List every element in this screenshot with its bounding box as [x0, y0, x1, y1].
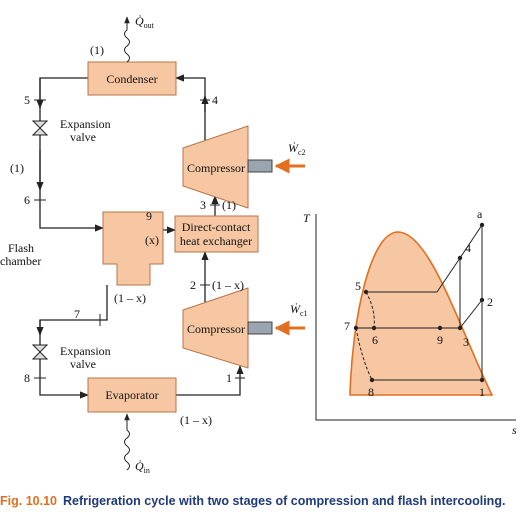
- valve-label: Expansion: [60, 117, 111, 131]
- heat-in-arrow: [124, 413, 130, 471]
- point-label: 7: [344, 319, 350, 333]
- heat-in-label: Q̇in: [135, 459, 150, 475]
- text-part: c1: [300, 309, 308, 318]
- valve-label: valve: [70, 130, 96, 144]
- text-part: c2: [298, 148, 306, 157]
- state-label: 9: [146, 209, 152, 223]
- flow-label: (1): [90, 43, 104, 57]
- compressor-label: Compressor: [187, 161, 245, 175]
- flash-chamber: [102, 211, 164, 286]
- text-part: Fig. 10.10: [0, 494, 57, 508]
- point-label: 6: [372, 333, 378, 347]
- state-label: 5: [24, 93, 30, 107]
- flow-label: (x): [145, 233, 159, 247]
- flow-label: (1 – x): [212, 278, 244, 292]
- point-label: a: [477, 207, 483, 221]
- condenser-label: Condenser: [106, 72, 157, 86]
- flash-label: chamber: [0, 254, 41, 268]
- point-label: 3: [463, 335, 469, 349]
- compressor: [182, 125, 249, 209]
- heat-out-label: Q̇out: [135, 14, 155, 30]
- axis-label: T: [303, 211, 311, 225]
- state-label: 3: [200, 198, 206, 212]
- point-label: 4: [465, 241, 471, 255]
- text-part: Ẇ: [290, 301, 301, 316]
- shaft: [247, 321, 273, 335]
- state-label: 1: [226, 371, 232, 385]
- work-label: Ẇc2: [288, 140, 306, 157]
- valve-label: Expansion: [60, 344, 111, 358]
- compressor-label: Compressor: [187, 322, 245, 336]
- condenser: [87, 61, 177, 96]
- flow-label: (1): [222, 198, 236, 212]
- flash-label: Flash: [8, 241, 34, 255]
- expansion-valve: [31, 120, 49, 136]
- text-part: Q̇: [135, 459, 144, 473]
- state-label: 7: [74, 307, 80, 321]
- work-label: Ẇc1: [290, 301, 308, 318]
- text-part: out: [144, 21, 155, 30]
- shaft: [247, 159, 273, 173]
- point-label: 2: [487, 295, 493, 309]
- ts-diagram: T s a 4 2 3 5 6 7 9 8 1: [303, 207, 517, 437]
- compressor: [182, 287, 249, 369]
- axis-label: s: [512, 423, 517, 437]
- expansion-valve: [31, 344, 49, 360]
- text-part: Ẇ: [288, 140, 299, 155]
- state-label: 6: [24, 193, 30, 207]
- point-label: 8: [368, 385, 374, 399]
- flow-label: (1 – x): [114, 291, 146, 305]
- hx-label: heat exchanger: [180, 234, 252, 248]
- valve-label: valve: [70, 357, 96, 371]
- text-part: in: [144, 466, 150, 475]
- state-label: 2: [190, 278, 196, 292]
- point-label: 5: [355, 279, 361, 293]
- caption: Fig. 10.10 Refrigeration cycle with two s…: [0, 494, 505, 508]
- flow-label: (1): [10, 161, 24, 175]
- state-label: 8: [24, 371, 30, 385]
- evaporator-label: Evaporator: [105, 388, 158, 402]
- heat-exchanger: [174, 215, 259, 253]
- text-part: Refrigeration cycle with two stages of c…: [63, 494, 505, 508]
- text-part: Q̇: [135, 14, 144, 28]
- state-label: 4: [212, 93, 218, 107]
- flow-label: (1 – x): [180, 413, 212, 427]
- evaporator: [87, 377, 177, 413]
- point-label: 9: [437, 333, 443, 347]
- point-label: 1: [479, 385, 485, 399]
- hx-label: Direct-contact: [182, 220, 251, 234]
- heat-out-arrow: [124, 16, 130, 63]
